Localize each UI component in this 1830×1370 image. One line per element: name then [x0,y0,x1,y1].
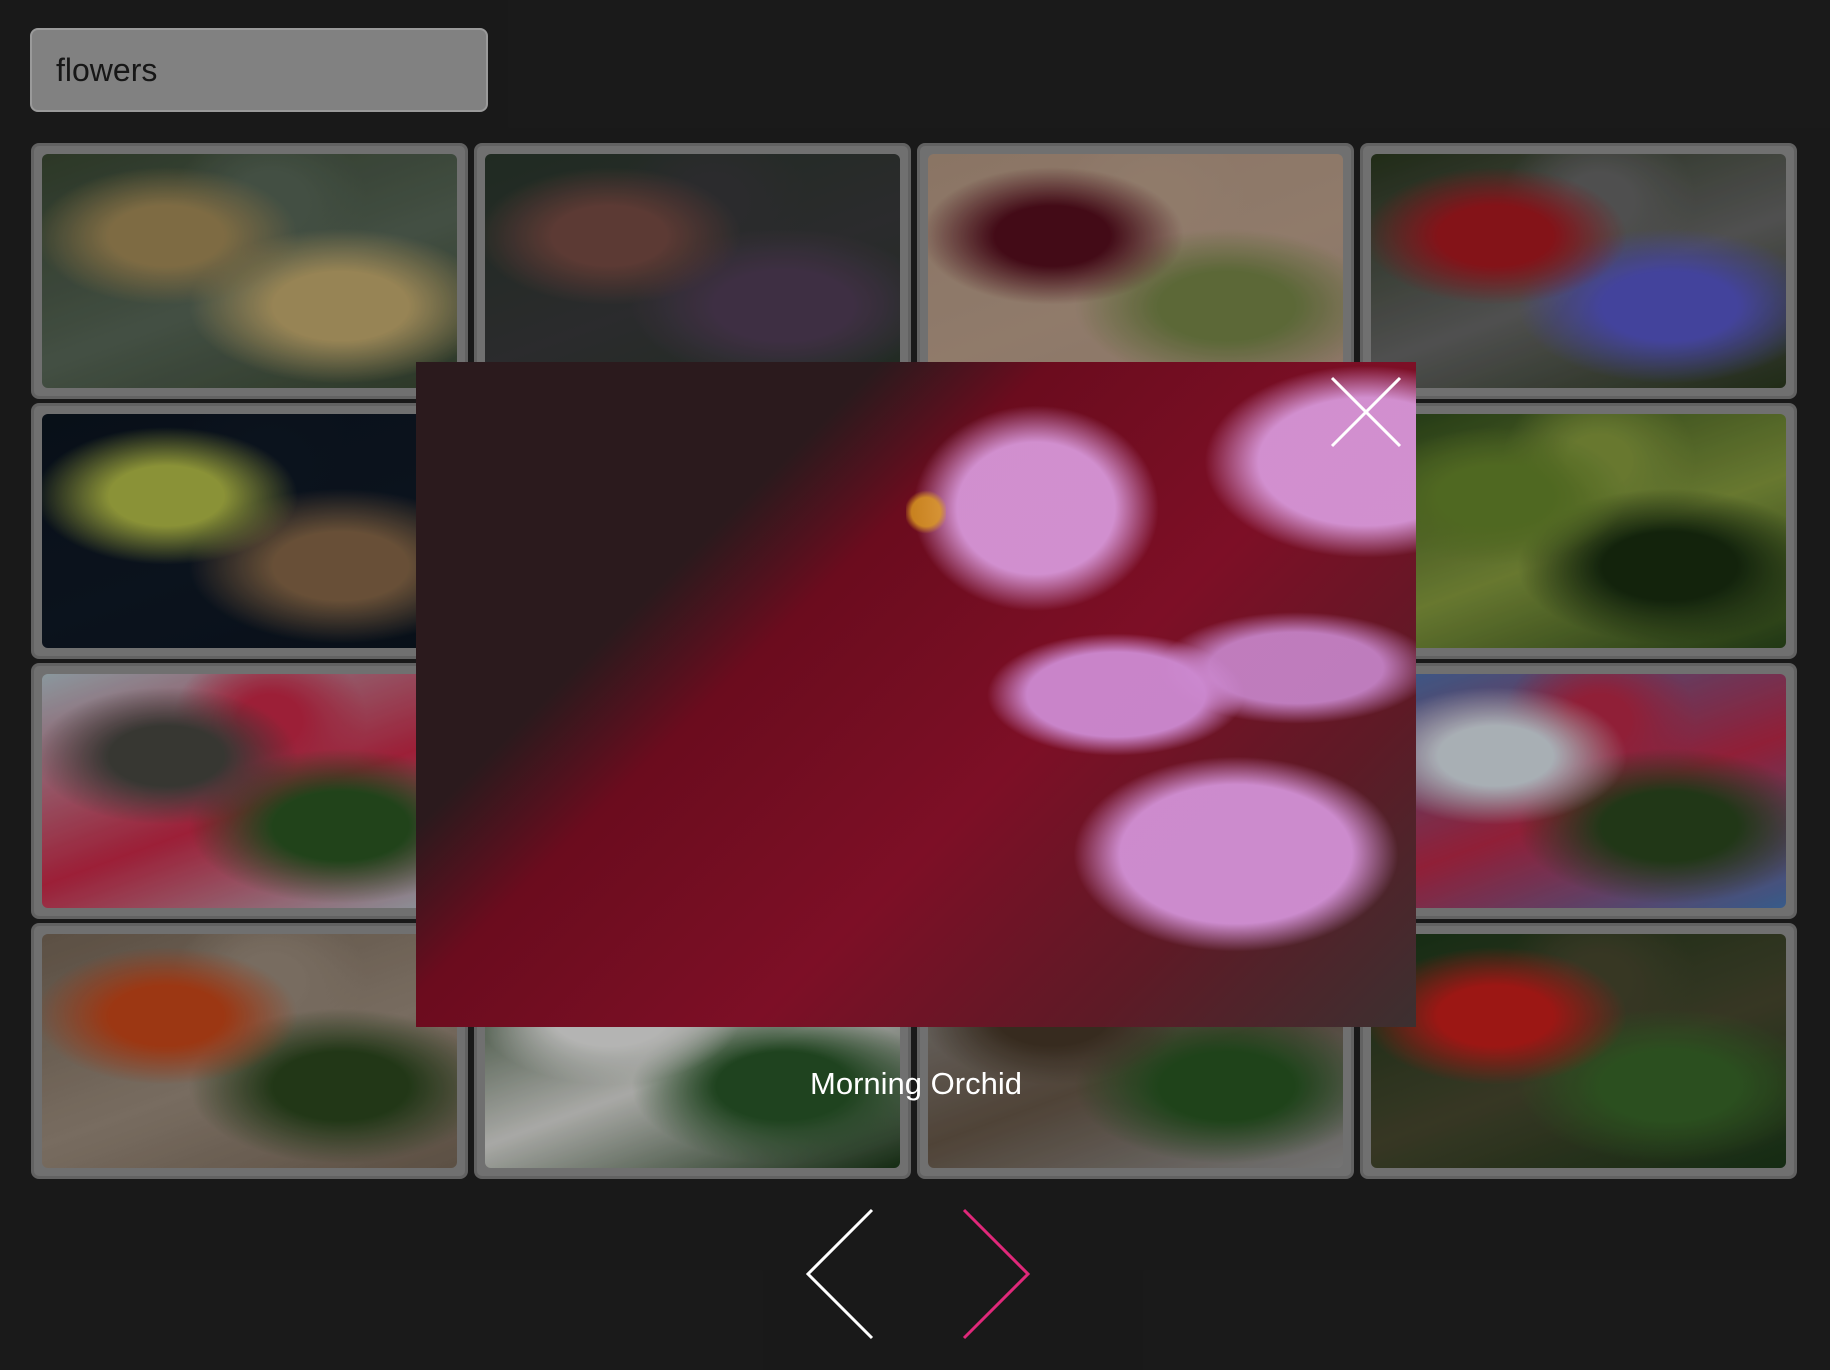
gallery-tile[interactable] [31,923,468,1179]
gallery-tile[interactable] [1360,663,1797,919]
photo-thumbnail [928,154,1343,388]
gallery-tile[interactable] [31,403,468,659]
search-input[interactable] [30,28,488,112]
chevron-right-icon [962,1208,1031,1340]
photo-thumbnail [42,414,457,648]
photo-thumbnail [1371,154,1786,388]
photo-thumbnail [1371,674,1786,908]
lightbox-close-button[interactable] [1328,374,1404,450]
photo-thumbnail [1371,934,1786,1168]
photo-thumbnail [485,154,900,388]
lightbox-image-frame [416,362,1416,1027]
photo-thumbnail [42,674,457,908]
gallery-tile[interactable] [1360,143,1797,399]
gallery-tile[interactable] [31,663,468,919]
photo-thumbnail [1371,414,1786,648]
photo-thumbnail [42,934,457,1168]
photo-thumbnail [42,154,457,388]
gallery-tile[interactable] [31,143,468,399]
orchid-photo [416,362,1416,1027]
gallery-tile[interactable] [474,143,911,399]
lightbox-caption: Morning Orchid [810,1066,1022,1101]
gallery-tile[interactable] [1360,923,1797,1179]
gallery-tile[interactable] [1360,403,1797,659]
previous-photo-button[interactable] [800,1208,880,1340]
gallery-tile[interactable] [917,143,1354,399]
close-icon [1330,376,1402,448]
chevron-left-icon [805,1208,874,1340]
next-photo-button[interactable] [956,1208,1036,1340]
